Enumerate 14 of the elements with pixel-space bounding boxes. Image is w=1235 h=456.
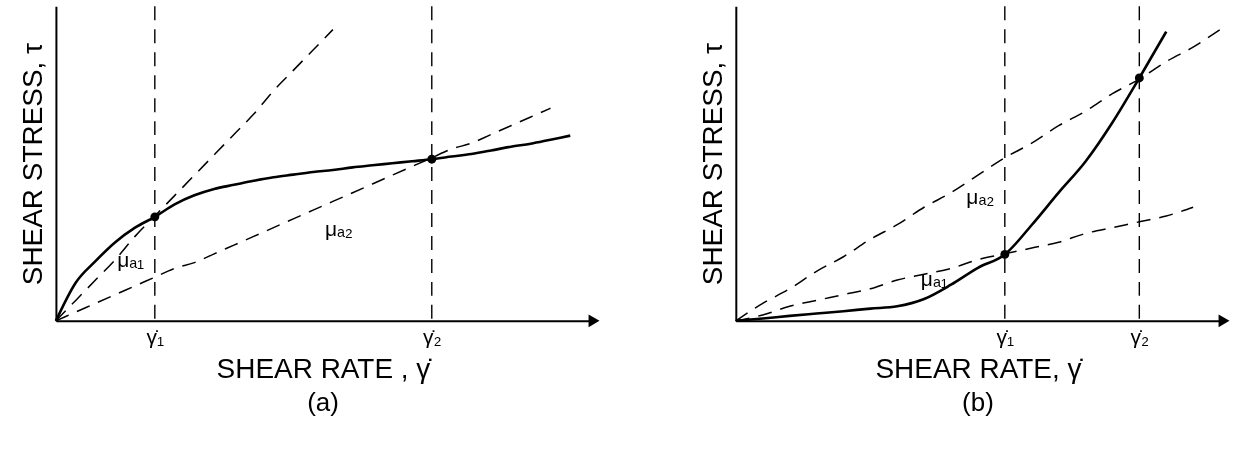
text: (a) <box>307 387 339 416</box>
annotation: μₐ₂ <box>324 216 354 240</box>
x-tick-label: γ̇₂ <box>1130 325 1150 349</box>
x-tick-label: γ̇₂ <box>422 325 442 349</box>
annotation: μₐ₁ <box>117 248 145 272</box>
x-axis-title: SHEAR RATE , γ̇ <box>216 353 433 385</box>
annotation: μₐ₂ <box>966 185 995 209</box>
annotation: μₐ₁ <box>920 266 948 290</box>
x-tick-label: γ̇₁ <box>996 325 1015 349</box>
x-axis-title: SHEAR RATE, γ̇ <box>875 353 1084 385</box>
text: (b) <box>962 387 994 416</box>
x-tick-label: γ̇₁ <box>146 325 165 349</box>
y-axis-title: SHEAR STRESS, τ <box>17 42 49 286</box>
y-axis-title: SHEAR STRESS, τ <box>697 42 729 286</box>
